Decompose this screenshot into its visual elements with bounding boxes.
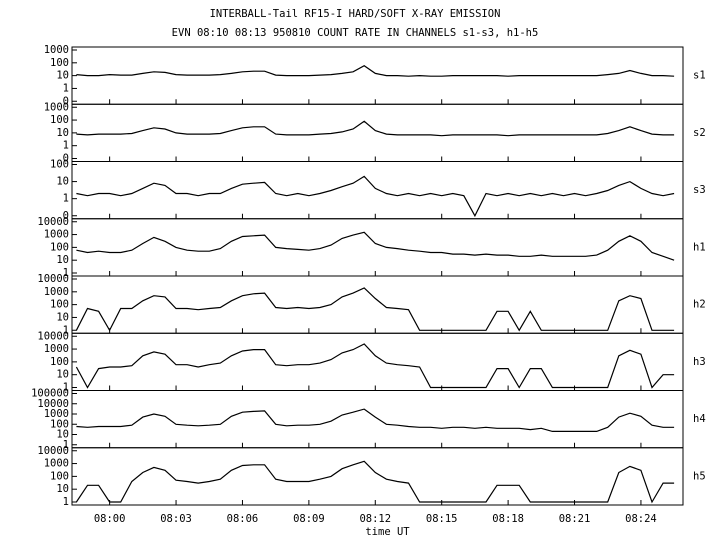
y-tick-label: 1000 (44, 101, 69, 113)
y-tick-label: 100000 (31, 388, 69, 400)
y-tick-label: 1000 (44, 286, 69, 298)
count-rate-line (75, 287, 675, 332)
y-tick-label: 10000 (37, 216, 69, 228)
y-tick-label: 100 (50, 114, 69, 126)
y-tick-label: 10 (56, 254, 69, 266)
channel-label: h4 (693, 413, 706, 425)
y-tick-label: 100 (50, 470, 69, 482)
panel-frame (71, 275, 684, 334)
y-tick-label: 1 (63, 382, 69, 394)
y-tick-label: 100 (50, 356, 69, 368)
y-tick-label: 1 (63, 82, 69, 94)
x-axis-label: time UT (365, 526, 410, 538)
channel-label: h2 (693, 299, 706, 311)
y-tick-label: 1 (63, 496, 69, 508)
y-tick-label: 1 (63, 324, 69, 336)
x-tick-label: 08:21 (559, 513, 591, 525)
channel-label: s3 (693, 184, 706, 196)
channel-label: h5 (693, 470, 706, 482)
channel-label: h1 (693, 241, 706, 253)
y-tick-label: 1000 (44, 229, 69, 241)
x-tick-label: 08:24 (625, 513, 657, 525)
y-tick-label: 10 (56, 176, 69, 188)
y-tick-label: 1000 (44, 343, 69, 355)
y-tick-label: 0 (63, 95, 69, 107)
y-tick-label: 10 (56, 127, 69, 139)
panel-frame (71, 447, 684, 506)
panel-frame (71, 218, 684, 277)
count-rate-line (75, 343, 675, 389)
y-tick-label: 100 (50, 418, 69, 430)
y-tick-label: 10 (56, 369, 69, 381)
y-tick-label: 1000 (44, 458, 69, 470)
panel-frame (71, 332, 684, 391)
y-tick-label: 10000 (37, 330, 69, 342)
x-tick-label: 08:06 (227, 513, 259, 525)
y-tick-label: 100 (50, 299, 69, 311)
y-tick-label: 0 (63, 210, 69, 222)
y-tick-label: 1 (63, 140, 69, 152)
panel-frame (71, 161, 684, 220)
y-tick-label: 1 (63, 267, 69, 279)
y-tick-label: 100 (50, 57, 69, 69)
y-tick-label: 10000 (37, 273, 69, 285)
x-tick-label: 08:00 (94, 513, 126, 525)
panel-frame (71, 103, 684, 162)
y-tick-label: 100 (50, 241, 69, 253)
y-tick-label: 10 (56, 311, 69, 323)
y-tick-label: 10000 (37, 445, 69, 457)
y-tick-label: 1 (63, 193, 69, 205)
x-tick-label: 08:03 (160, 513, 192, 525)
y-tick-label: 1000 (44, 44, 69, 56)
channel-label: s2 (693, 127, 706, 139)
count-rate-line (76, 231, 675, 261)
y-tick-label: 10 (56, 429, 69, 441)
x-tick-label: 08:18 (492, 513, 524, 525)
y-tick-label: 1000 (44, 408, 69, 420)
x-tick-label: 08:09 (293, 513, 325, 525)
channel-label: h3 (693, 356, 706, 368)
y-tick-label: 0 (63, 153, 69, 165)
count-rate-line (75, 460, 675, 504)
count-rate-line (76, 120, 675, 137)
x-tick-label: 08:15 (426, 513, 458, 525)
x-tick-label: 08:12 (359, 513, 391, 525)
chart-subtitle: EVN 08:10 08:13 950810 COUNT RATE IN CHA… (172, 27, 539, 39)
y-tick-label: 10000 (37, 398, 69, 410)
channel-label: s1 (693, 70, 706, 82)
y-tick-label: 100 (50, 159, 69, 171)
chart-title: INTERBALL-Tail RF15-I HARD/SOFT X-RAY EM… (210, 8, 501, 20)
y-tick-label: 10 (56, 70, 69, 82)
count-rate-line (76, 408, 675, 432)
y-tick-label: 1 (63, 439, 69, 451)
count-rate-line (76, 64, 675, 77)
y-tick-label: 10 (56, 483, 69, 495)
count-rate-line (76, 175, 675, 218)
